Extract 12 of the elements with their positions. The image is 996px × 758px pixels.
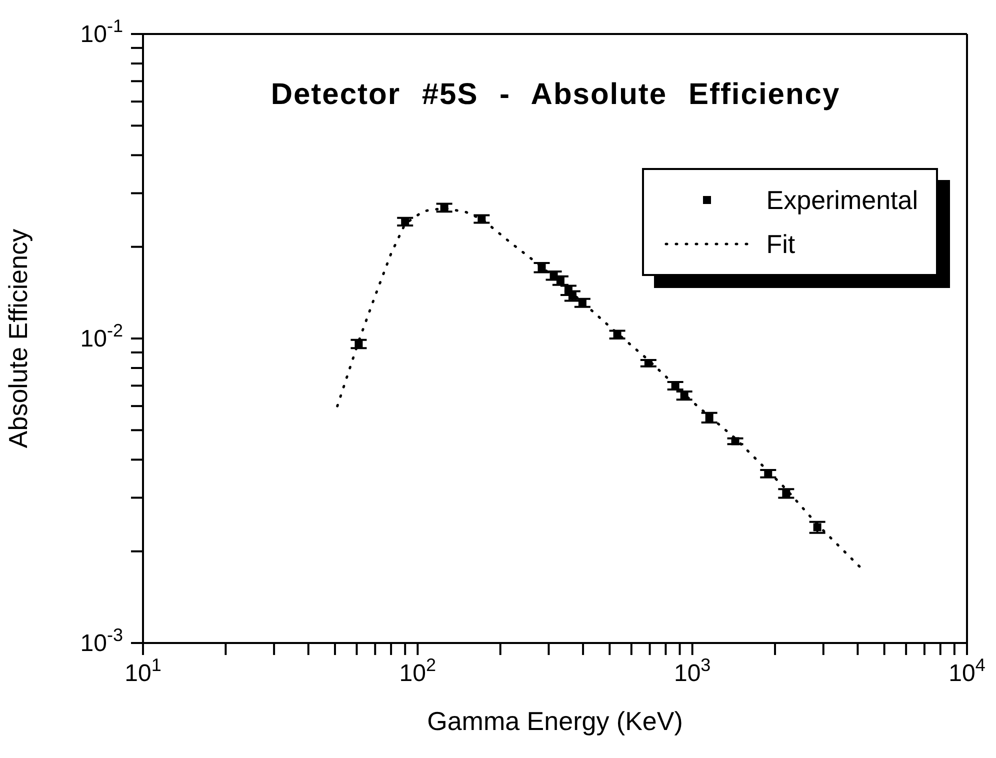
y-tick-label: 10$^{-1}$	[80, 16, 123, 48]
x-tick-label: 10$^{1}$	[124, 655, 162, 687]
text: Detector #5S - Absolute Efficiency	[270, 78, 842, 112]
legend-label: Experimental	[766, 184, 918, 216]
y-tick-label: 10$^{-3}$	[80, 625, 123, 657]
x-tick-label: 10$^{3}$	[674, 655, 711, 687]
x-tick-label: 10$^{4}$	[948, 655, 986, 687]
y-tick-label: 10$^{-2}$	[80, 320, 123, 352]
legend-label: Fit	[766, 228, 796, 260]
x-tick-label: 10$^{2}$	[399, 655, 436, 687]
y-axis-title: Absolute Efficiency	[3, 228, 34, 448]
x-axis-title: Gamma Energy (KeV)	[427, 706, 683, 736]
